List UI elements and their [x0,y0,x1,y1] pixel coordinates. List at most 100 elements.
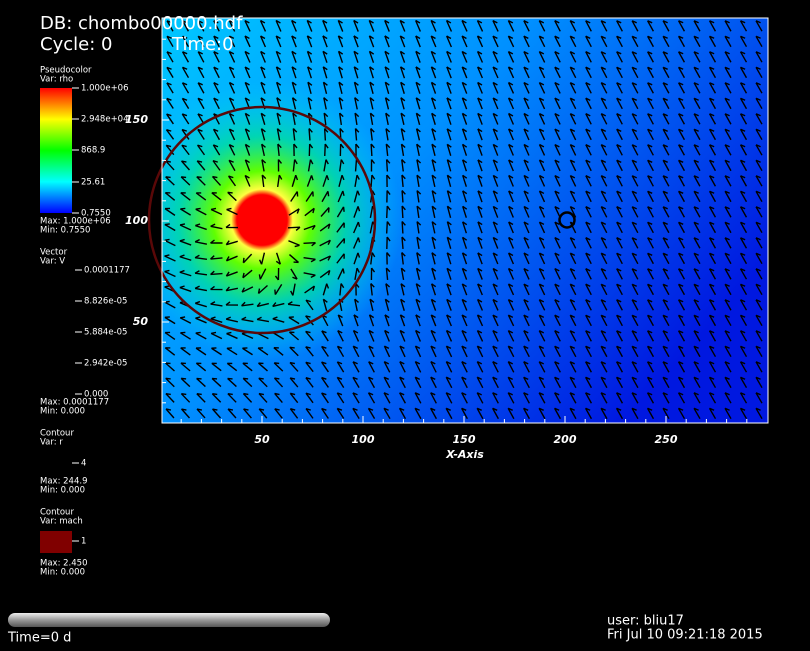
vector-arrow [244,128,251,141]
vector-arrow [693,407,701,420]
vector-arrow [260,128,266,141]
vector-arrow [181,82,190,94]
vector-arrow [538,97,546,110]
time-slider[interactable] [8,613,330,627]
vector-arrow [446,143,452,156]
vector-arrow [368,314,375,327]
vector-arrow [600,221,608,234]
vector-arrow [446,221,452,234]
vector-arrow [755,159,763,172]
vector-arrow [462,205,468,218]
vector-arrow [507,66,515,79]
vector-arrow [399,345,406,358]
vector-arrow [400,112,406,125]
vector-arrow [338,97,344,110]
vector-arrow [385,221,391,234]
vector-arrow [662,330,670,342]
vector-arrow [693,376,701,389]
vector-arrow [319,223,331,232]
vector-arrow [225,223,239,229]
vector-arrow [724,66,732,79]
vector-arrow [322,50,328,63]
vector-arrow [275,19,282,32]
vector-arrow [276,174,283,188]
vector-arrow [739,128,748,141]
vector-arrow [508,159,514,172]
vector-arrow [319,269,331,279]
vector-arrow [538,361,546,373]
vector-arrow [321,345,329,357]
vector-arrow [708,392,717,404]
vector-arrow [492,345,499,358]
vector-arrow [337,190,345,203]
vector-arrow [507,407,515,420]
cycle: Cycle: 0 [40,34,112,55]
vector-arrow [569,314,577,327]
vector-arrow [210,223,223,230]
vector-arrow [385,283,391,296]
vector-arrow [179,316,192,324]
vector-arrow [677,361,686,373]
vector-arrow [337,330,344,342]
vector-arrow [445,392,453,404]
vector-arrow [708,128,717,141]
vector-arrow [461,50,468,63]
vector-arrow [180,331,191,340]
vector-arrow [323,159,329,172]
vector-arrow [693,97,701,110]
vector-arrow [384,329,390,342]
vector-arrow [165,362,175,372]
vector-arrow [352,407,360,419]
vector-arrow [739,268,748,280]
vector-arrow [195,331,207,340]
vector-arrow [662,299,670,311]
vector-arrow [180,192,191,201]
vector-arrow [523,267,530,280]
vector-arrow [399,35,406,48]
vector-arrow [354,174,360,188]
vector-arrow [225,316,239,323]
vector-arrow [276,112,282,125]
vector-arrow [385,112,390,126]
vector-arrow [646,330,655,342]
vector-arrow [430,66,437,79]
vector-arrow [647,144,654,156]
vector-arrow [244,112,251,125]
vector-arrow [646,314,655,327]
vector-arrow [492,298,499,311]
vector-arrow [600,361,608,373]
vector-arrow [693,20,701,32]
vector-arrow [600,35,608,48]
vector-arrow [384,81,390,94]
vector-arrow [569,252,577,265]
vector-arrow [288,316,300,325]
vector-arrow [194,254,208,260]
vector-arrow [353,19,359,32]
legend-label: 8.826e-05 [84,297,127,307]
vector-arrow [662,206,670,218]
vector-arrow [615,361,624,373]
vector-arrow [415,66,421,79]
vector-arrow [492,50,499,63]
vector-arrow [647,252,654,265]
vector-arrow [600,97,608,110]
vector-arrow [739,20,748,32]
vector-arrow [662,51,670,63]
vector-arrow [195,347,207,356]
vector-arrow [693,175,701,187]
vector-arrow [662,128,670,141]
vector-arrow [244,174,251,187]
vector-arrow [338,112,344,126]
vector-arrow [600,206,608,218]
vector-arrow [708,206,717,218]
vector-arrow [352,221,361,234]
vector-arrow [600,175,608,187]
vector-arrow [631,345,639,358]
vector-arrow [322,19,328,32]
vector-arrow [538,50,546,63]
vector-arrow [369,112,375,126]
vector-arrow [352,329,360,342]
vector-arrow [662,82,670,94]
vector-arrow [631,268,639,280]
vector-arrow [538,20,546,32]
